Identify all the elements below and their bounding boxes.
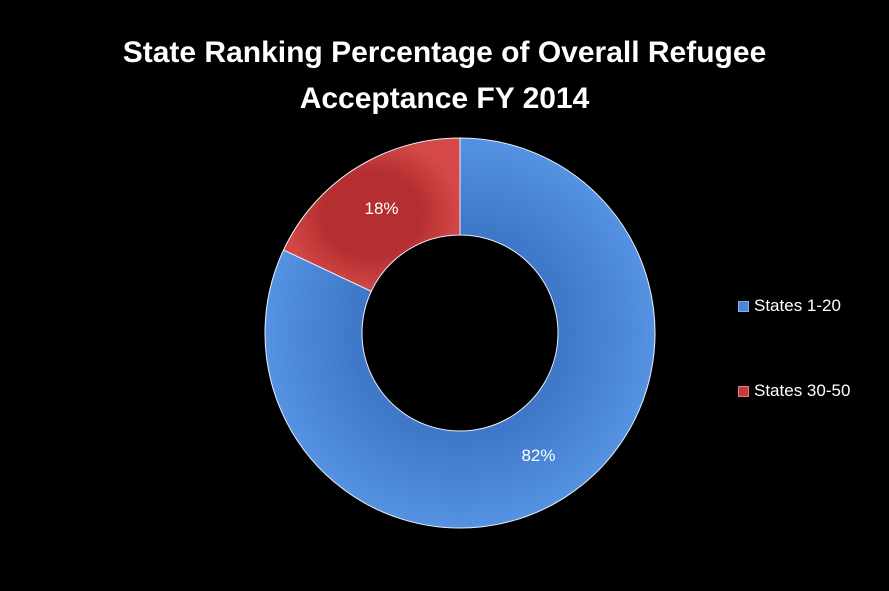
chart-title-line-1: State Ranking Percentage of Overall Refu… bbox=[122, 36, 767, 69]
chart-title: State Ranking Percentage of Overall Refu… bbox=[0, 30, 889, 122]
donut-slice-states-30-50 bbox=[282, 137, 461, 292]
legend-label: States 1-20 bbox=[754, 296, 841, 315]
legend-swatch-blue bbox=[738, 300, 749, 312]
legend-label: States 30-50 bbox=[754, 381, 851, 400]
data-label-states-30-50: 18% bbox=[364, 199, 398, 218]
donut-slice-states-1-20 bbox=[264, 137, 656, 529]
legend-item-states-30-50: States 30-50 bbox=[738, 381, 850, 401]
chart-title-line-2: Acceptance FY 2014 bbox=[299, 82, 590, 115]
data-label-states-1-20: 82% bbox=[521, 446, 555, 465]
legend-item-states-1-20: States 1-20 bbox=[738, 296, 841, 316]
legend-swatch-red bbox=[738, 385, 749, 397]
